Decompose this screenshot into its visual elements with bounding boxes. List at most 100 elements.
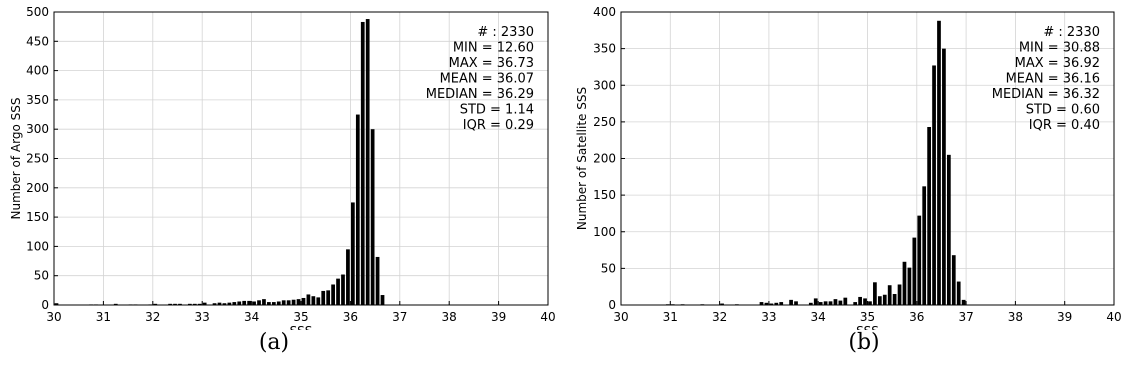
histogram-bar — [902, 261, 907, 305]
y-tick-label: 200 — [593, 152, 616, 166]
histogram-bar — [355, 114, 360, 305]
histogram-bar — [813, 298, 818, 305]
y-tick-label: 300 — [26, 122, 49, 136]
x-tick-label: 37 — [392, 310, 407, 324]
histogram-bar — [956, 281, 961, 305]
histogram-bar — [232, 302, 237, 305]
histogram-panel-satellite: 30 31 32 33 34 35 36 37 38 39 40 0 50 100 150 200 250 300… — [564, 0, 1128, 380]
histogram-bar — [296, 299, 301, 305]
histogram-bar — [907, 267, 912, 305]
stat-line: MEAN = 36.07 — [440, 72, 534, 87]
x-tick-label: 33 — [195, 310, 210, 324]
y-tick-label: 150 — [593, 188, 616, 202]
histogram-bar — [286, 300, 291, 305]
histogram-bar — [897, 284, 902, 305]
histogram-bar — [375, 256, 380, 305]
x-tick-label: 32 — [712, 310, 727, 324]
x-tick-label: 35 — [293, 310, 308, 324]
y-tick-label: 450 — [26, 34, 49, 48]
y-tick-label: 150 — [26, 210, 49, 224]
histogram-bar — [868, 301, 872, 305]
histogram-bar — [178, 303, 182, 305]
histogram-bar — [301, 297, 306, 305]
histogram-bar — [168, 303, 172, 305]
y-tick-label: 100 — [26, 239, 49, 253]
histogram-bar — [380, 295, 385, 305]
x-tick-label: 40 — [540, 310, 555, 324]
x-tick-label: 31 — [663, 310, 678, 324]
histogram-bar — [937, 20, 941, 305]
histogram-bar — [276, 301, 281, 305]
stat-line: # : 2330 — [477, 25, 534, 40]
x-tick-label: 38 — [1008, 310, 1023, 324]
panel-caption-a: (a) — [258, 330, 290, 355]
histogram-bar — [843, 297, 848, 305]
x-tick-label: 35 — [860, 310, 875, 324]
x-axis-label: SSS — [856, 324, 879, 330]
y-tick-label: 100 — [593, 225, 616, 239]
histogram-bar — [316, 297, 321, 305]
histogram-bar — [252, 301, 256, 305]
y-tick-label: 50 — [34, 269, 49, 283]
satellite-sss-histogram: 30 31 32 33 34 35 36 37 38 39 40050100150200250300… — [575, 5, 1122, 330]
histogram-bar — [173, 303, 177, 305]
y-tick-label: 50 — [601, 261, 616, 275]
x-tick-label: 37 — [958, 310, 973, 324]
y-tick-label: 500 — [26, 5, 49, 19]
histogram-panel-argo: 30 31 32 33 34 35 36 37 38 39 40 0 50 100 150 200 250 300… — [9, 5, 556, 355]
histogram-bar — [217, 302, 222, 305]
histogram-bar — [202, 302, 207, 305]
histogram-bar — [946, 154, 951, 305]
stat-line: STD = 1.14 — [460, 103, 534, 118]
x-tick-label: 31 — [96, 310, 111, 324]
x-tick-label: 36 — [909, 310, 924, 324]
stat-line: MEAN = 36.16 — [1006, 72, 1100, 87]
histogram-bar — [882, 294, 887, 305]
bars — [665, 20, 966, 305]
stat-line: # : 2330 — [1043, 25, 1100, 40]
histogram-bar — [365, 19, 370, 305]
histogram-bar — [267, 302, 271, 305]
stat-line: MAX = 36.92 — [1015, 56, 1100, 71]
histogram-bar — [927, 127, 931, 305]
bars — [54, 19, 385, 305]
stat-line: MEDIAN = 36.29 — [426, 87, 534, 102]
grid-lines — [621, 12, 1114, 305]
histogram-bar — [764, 302, 769, 305]
histogram-bar — [153, 303, 158, 305]
histogram-bar — [54, 303, 59, 305]
histogram-bar — [779, 302, 784, 305]
histogram-bar — [242, 300, 247, 305]
histogram-bar — [922, 186, 927, 305]
y-tick-label: 250 — [593, 115, 616, 129]
x-tick-label: 34 — [244, 310, 259, 324]
histogram-bar — [917, 215, 922, 305]
histogram-bar — [360, 21, 365, 305]
histogram-bar — [113, 303, 118, 305]
histogram-bar — [326, 290, 331, 305]
histogram-bar — [341, 274, 345, 305]
histogram-bar — [912, 237, 917, 305]
y-tick-label: 400 — [26, 64, 49, 78]
y-tick-label: 200 — [26, 181, 49, 195]
x-tick-label: 39 — [491, 310, 506, 324]
histogram-bar — [823, 301, 828, 305]
histogram-bar — [892, 294, 897, 305]
histogram-bar — [192, 303, 197, 305]
histogram-bar — [227, 302, 232, 305]
histogram-bar — [951, 255, 956, 305]
histogram-bar — [291, 299, 296, 305]
histogram-bar — [281, 300, 286, 305]
histogram-bar — [336, 278, 340, 305]
tick-labels: 30 31 32 33 34 35 36 37 38 39 40050100150200250300… — [26, 5, 556, 324]
stat-line: IQR = 0.40 — [1029, 118, 1100, 133]
y-tick-label: 400 — [593, 5, 616, 19]
x-tick-label: 40 — [1106, 310, 1121, 324]
histogram-bar — [271, 302, 276, 305]
stat-line: MIN = 12.60 — [453, 41, 534, 56]
histogram-bar — [838, 300, 843, 305]
histogram-bar — [863, 298, 867, 305]
tick-labels: 30 31 32 33 34 35 36 37 38 39 40050100150200250300… — [593, 5, 1122, 324]
